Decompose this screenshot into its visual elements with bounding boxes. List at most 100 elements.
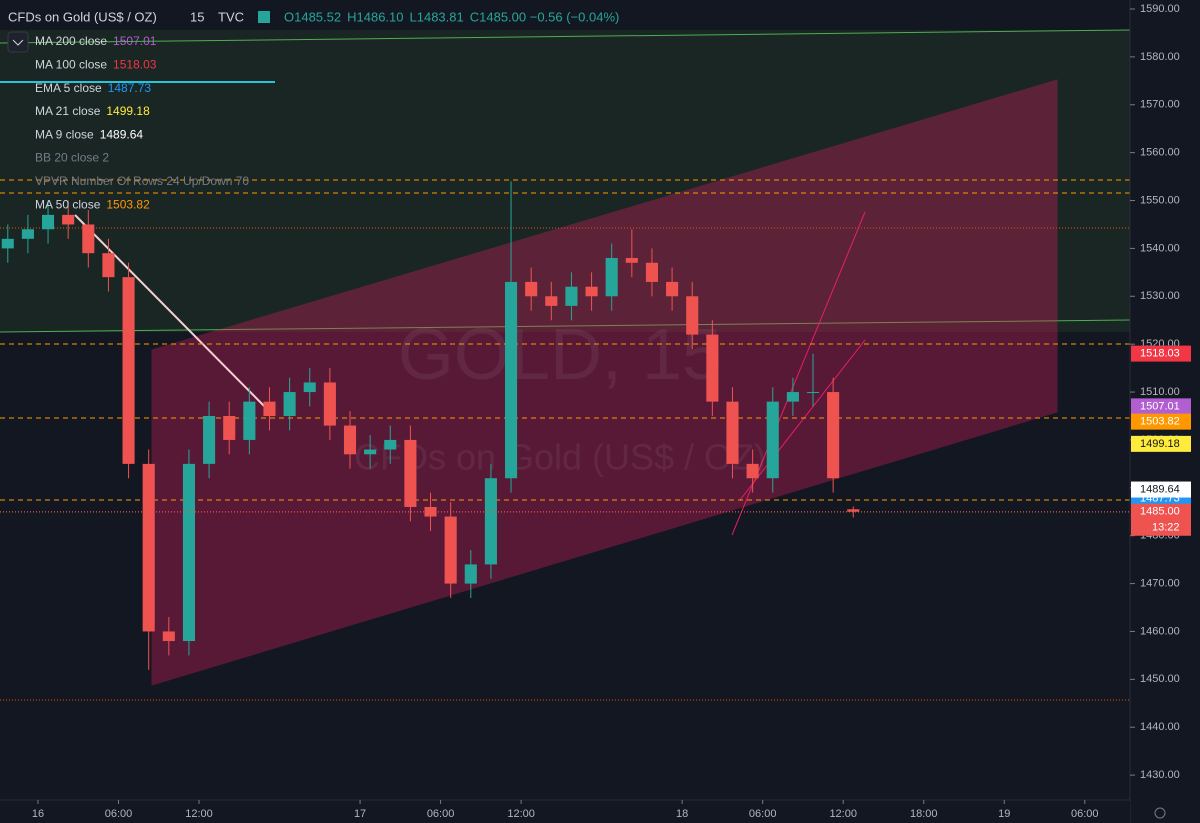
legend: MA 200 close 1507.01 MA 100 close 1518.03 EM… — [35, 34, 249, 211]
candle-body — [525, 281, 538, 297]
candle-body — [122, 277, 135, 464]
y-tick-label: 1570.00 — [1140, 99, 1180, 111]
status-icon — [258, 11, 270, 23]
y-tick-label: 1590.00 — [1140, 3, 1180, 15]
last-price-tag — [1131, 503, 1191, 536]
price-tag-label: 1489.64 — [1140, 483, 1180, 495]
indicator-label: MA 200 close — [35, 34, 107, 48]
ohlc-label: L1483.81 — [410, 9, 464, 24]
watermark: CFDs on Gold (US$ / OZ) — [354, 437, 766, 478]
candle-body — [102, 253, 115, 278]
candle-body — [203, 415, 216, 464]
zone — [0, 30, 1130, 332]
candle-body — [827, 392, 840, 479]
candle-body — [484, 478, 497, 565]
candle-body — [303, 382, 316, 393]
ohlc-label: H1486.10 — [347, 9, 403, 24]
y-tick-label: 1580.00 — [1140, 51, 1180, 63]
price-tag-label: 1518.03 — [1140, 348, 1180, 360]
candle-body — [243, 401, 256, 440]
indicator-label: VPVR Number Of Rows 24 Up/Down 70 — [35, 174, 249, 188]
candle-body — [464, 564, 477, 584]
indicator-label: BB 20 close 2 — [35, 151, 109, 165]
candle-body — [343, 425, 357, 455]
y-tick-label: 1510.00 — [1140, 386, 1180, 398]
candle-body — [142, 463, 155, 632]
candle-body — [384, 439, 397, 450]
candle-body — [263, 401, 276, 416]
candle-body — [686, 296, 699, 335]
candle-body — [162, 631, 175, 642]
x-tick-label: 12:00 — [185, 808, 213, 820]
candle-body — [786, 392, 799, 402]
x-tick-label: 17 — [354, 808, 366, 820]
candle-body — [706, 334, 719, 402]
candle-body — [726, 401, 739, 464]
candle-body — [364, 449, 377, 455]
y-tick-label: 1540.00 — [1140, 242, 1180, 254]
indicator-value: 1499.18 — [106, 104, 150, 118]
ohlc-label: C1485.00 −0.56 (−0.04%) — [470, 9, 620, 24]
candle-body — [82, 224, 95, 254]
watermark: GOLD, 15 — [398, 315, 722, 395]
price-tag — [1131, 345, 1191, 362]
x-tick-label: 18:00 — [910, 808, 938, 820]
header: O1485.52 H1486.10 L1483.81 C1485.00 −0.56 (… — [284, 9, 619, 24]
candle-body — [404, 439, 417, 507]
candle-body — [666, 281, 679, 297]
collapse-icon — [12, 39, 24, 46]
candle-body — [505, 281, 518, 479]
indicator-value: 1518.03 — [113, 57, 157, 71]
x-tick-label: 16 — [32, 808, 44, 820]
candle-body — [645, 262, 659, 282]
candle-body — [182, 463, 195, 642]
x-axis — [0, 800, 1130, 823]
candle-body — [585, 286, 598, 297]
trend-line — [0, 29, 1131, 44]
candle-body — [42, 214, 55, 230]
y-tick-label: 1530.00 — [1140, 290, 1180, 302]
y-tick-label: 1470.00 — [1140, 577, 1180, 589]
candle-body — [625, 257, 638, 263]
indicator-value: 1503.82 — [106, 197, 150, 211]
price-tag — [1131, 413, 1191, 430]
y-tick-label: 1450.00 — [1140, 673, 1180, 685]
price-tag-label: 1499.18 — [1140, 438, 1180, 450]
x-tick-label: 19 — [998, 808, 1010, 820]
x-tick-label: 06:00 — [1071, 808, 1099, 820]
x-tick-label: 06:00 — [105, 808, 133, 820]
candle-body — [565, 286, 578, 306]
indicator-value: 1487.73 — [108, 81, 152, 95]
candle-body — [806, 392, 820, 394]
indicator-label: MA 100 close — [35, 57, 107, 71]
candle-body — [545, 296, 558, 306]
ohlc-label: O1485.52 — [284, 9, 341, 24]
indicator-label: MA 21 close — [35, 104, 101, 118]
x-tick-label: 12:00 — [507, 808, 535, 820]
candle-body — [1, 238, 14, 249]
y-tick-label: 1550.00 — [1140, 194, 1180, 206]
x-tick-label: 12:00 — [829, 808, 857, 820]
settings-icon[interactable] — [1154, 807, 1166, 819]
trend-line — [739, 339, 866, 501]
x-tick-label: 18 — [676, 808, 688, 820]
indicator-label: EMA 5 close — [35, 81, 102, 95]
countdown: 13:22 — [1152, 522, 1180, 534]
candle-body — [323, 382, 336, 426]
indicator-label: MA 50 close — [35, 197, 101, 211]
price-tag-label: 1507.01 — [1140, 400, 1180, 412]
candle-body — [444, 516, 457, 584]
price-tag-label: 1503.82 — [1140, 416, 1180, 428]
candle-body — [766, 401, 779, 479]
source: TVC — [218, 9, 244, 24]
symbol-title: CFDs on Gold (US$ / OZ) — [8, 9, 157, 24]
candle-body — [605, 257, 618, 297]
axes: 1430.001440.001450.001460.001470.001480.… — [32, 3, 1191, 820]
y-tick-label: 1460.00 — [1140, 625, 1180, 637]
collapse-button[interactable] — [7, 31, 29, 53]
trend-line — [74, 214, 271, 413]
candle-body — [283, 392, 296, 416]
candle-body — [746, 463, 759, 479]
